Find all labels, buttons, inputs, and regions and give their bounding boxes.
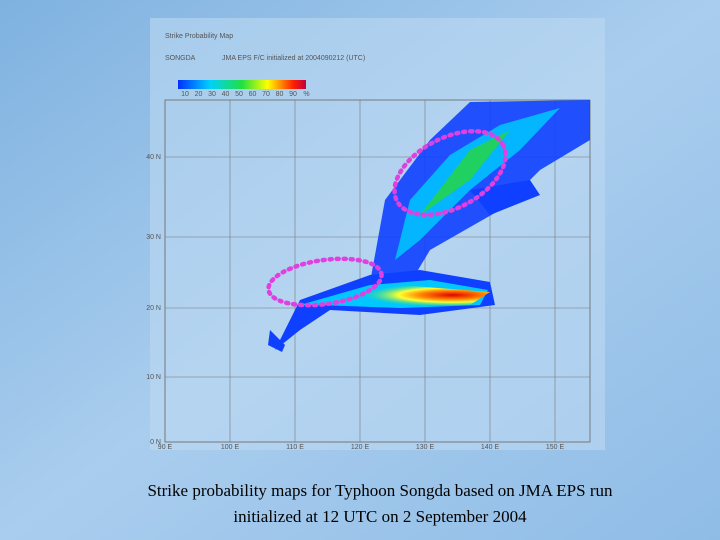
lat-label: 0 N [150, 439, 161, 446]
lon-label: 120 E [351, 444, 370, 451]
colorbar-label: % [303, 91, 309, 98]
lon-label: 130 E [416, 444, 435, 451]
colorbar-label: 90 [289, 91, 297, 98]
colorbar-label: 50 [235, 91, 243, 98]
colorbar-label: 70 [262, 91, 270, 98]
highlight-ellipses [266, 128, 508, 308]
lon-label: 150 E [546, 444, 565, 451]
storm-name: SONGDA [165, 55, 196, 62]
colorbar [178, 80, 306, 89]
probability-swath [268, 100, 590, 352]
colorbar-label: 10 [181, 91, 189, 98]
lat-label: 30 N [146, 234, 161, 241]
map-title: Strike Probability Map [165, 33, 233, 40]
caption-line: initialized at 12 UTC on 2 September 200… [233, 507, 527, 526]
lon-label: 90 E [158, 444, 173, 451]
run-info: JMA EPS F/C initialized at 2004090212 (U… [222, 55, 365, 62]
lat-label: 40 N [146, 154, 161, 161]
lon-label: 110 E [286, 444, 304, 451]
lat-label: 10 N [146, 374, 161, 381]
colorbar-label: 20 [195, 91, 203, 98]
map-panel [150, 18, 605, 450]
lon-label: 100 E [221, 444, 240, 451]
caption-line: Strike probability maps for Typhoon Song… [147, 481, 613, 500]
colorbar-label: 80 [276, 91, 284, 98]
colorbar-label: 60 [249, 91, 257, 98]
lon-label: 140 E [481, 444, 500, 451]
colorbar-label: 40 [222, 91, 230, 98]
colorbar-label: 30 [208, 91, 216, 98]
lat-label: 20 N [146, 305, 161, 312]
